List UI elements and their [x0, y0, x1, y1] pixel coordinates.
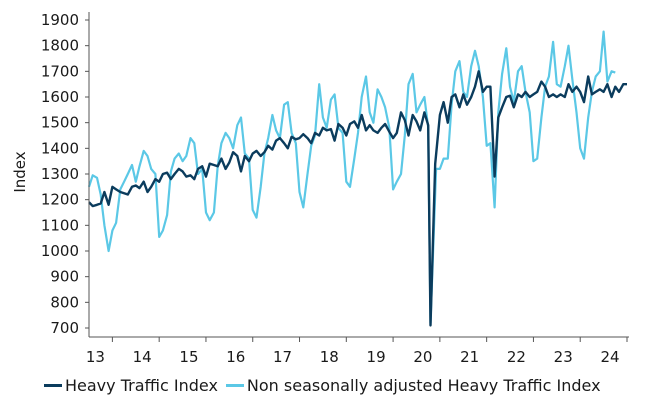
legend-label-heavy-traffic: Heavy Traffic Index — [65, 375, 218, 395]
x-tick-label: 22 — [507, 348, 526, 366]
y-tick-label: 1200 — [41, 191, 79, 209]
series-line-heavy-traffic — [88, 70, 627, 327]
x-axis-ticks: 13 14 15 16 17 18 19 20 21 22 23 24 — [86, 337, 628, 366]
y-tick-label: 1900 — [41, 11, 79, 29]
x-tick-label: 16 — [226, 348, 245, 366]
y-tick-label: 1000 — [41, 242, 79, 260]
chart-legend: Heavy Traffic Index Non seasonally adjus… — [44, 372, 609, 398]
x-tick-label: 19 — [367, 348, 386, 366]
x-tick-label: 17 — [273, 348, 292, 366]
legend-swatch-non-seasonally-adjusted — [225, 383, 244, 387]
y-tick-label: 1700 — [41, 62, 79, 80]
y-tick-label: 1800 — [41, 37, 79, 55]
x-tick-label: 14 — [133, 348, 152, 366]
series-lines — [87, 30, 627, 327]
x-tick-label: 15 — [179, 348, 198, 366]
y-axis-ticks: 700 800 900 1000 1100 1200 1300 1400 1500 1600 170… — [41, 11, 89, 337]
y-tick-label: 800 — [50, 293, 79, 311]
x-tick-label: 13 — [86, 348, 105, 366]
legend-swatch-heavy-traffic — [44, 383, 62, 387]
x-tick-label: 21 — [460, 348, 479, 366]
y-tick-label: 900 — [50, 268, 79, 286]
legend-item-non-seasonally-adjusted: Non seasonally adjusted Heavy Traffic In… — [225, 375, 609, 395]
x-tick-label: 23 — [554, 348, 573, 366]
y-tick-label: 700 — [50, 319, 79, 337]
y-axis-label: Index — [11, 151, 29, 192]
series-line-non-seasonally-adjusted — [87, 30, 616, 324]
x-tick-label: 20 — [413, 348, 432, 366]
y-tick-label: 1400 — [41, 139, 79, 157]
y-tick-label: 1500 — [41, 114, 79, 132]
x-tick-label: 18 — [320, 348, 339, 366]
y-tick-label: 1300 — [41, 165, 79, 183]
y-tick-label: 1600 — [41, 88, 79, 106]
x-tick-label: 24 — [600, 348, 619, 366]
legend-item-heavy-traffic: Heavy Traffic Index — [44, 376, 226, 395]
line-chart: 700 800 900 1000 1100 1200 1300 1400 1500 1600 170… — [11, 11, 629, 366]
legend-label-non-seasonally-adjusted: Non seasonally adjusted Heavy Traffic In… — [246, 375, 601, 395]
y-tick-label: 1100 — [41, 216, 79, 234]
